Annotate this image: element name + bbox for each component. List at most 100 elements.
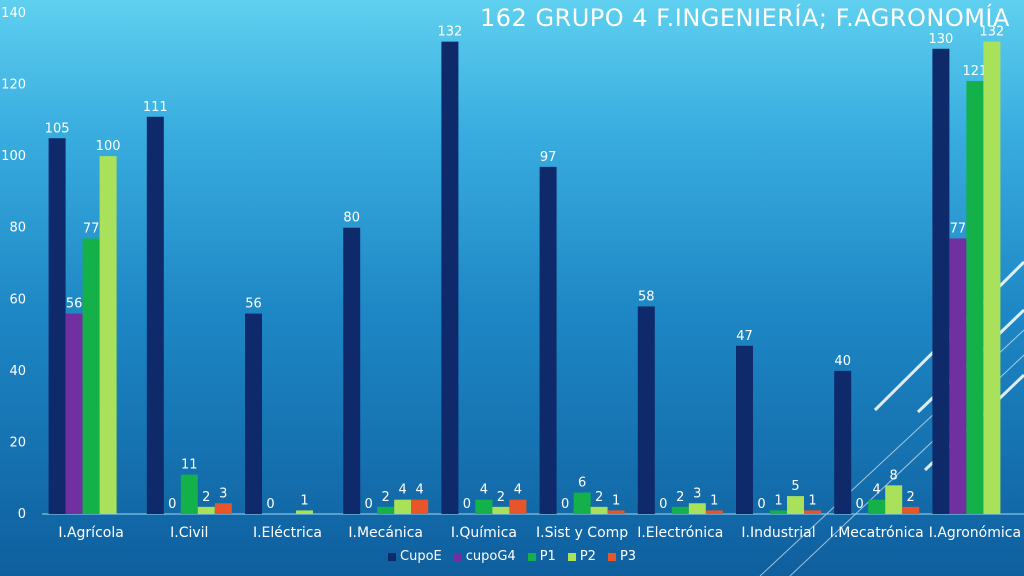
- bar-p3: [902, 506, 920, 514]
- data-label: 1: [774, 493, 782, 508]
- data-label: 4: [873, 483, 881, 498]
- data-label: 8: [890, 468, 898, 483]
- bar-p2: [983, 41, 1001, 514]
- bar-cupoe: [245, 313, 262, 514]
- x-tick-label: I.Agrícola: [58, 525, 123, 541]
- bar-p3: [214, 503, 232, 514]
- data-label: 4: [514, 483, 522, 498]
- legend-item: cupoG4: [453, 549, 516, 564]
- data-label: 47: [736, 329, 753, 344]
- data-label: 0: [365, 497, 373, 512]
- y-tick-label: 60: [9, 292, 26, 307]
- bar-p2: [394, 499, 412, 514]
- bar-p2: [99, 156, 117, 514]
- bar-p1: [966, 80, 984, 514]
- bar-p2: [787, 496, 804, 514]
- legend-item: P3: [607, 549, 637, 564]
- bar-p1: [770, 510, 787, 514]
- data-label: 130: [928, 32, 953, 47]
- bar-cupoe: [637, 306, 655, 514]
- bar-cupoe: [736, 345, 753, 514]
- bar-p1: [180, 474, 198, 514]
- data-label: 1: [808, 493, 816, 508]
- bar-p1: [82, 238, 100, 514]
- data-label: 6: [578, 476, 586, 491]
- legend-label: P3: [619, 549, 637, 564]
- data-label: 80: [343, 211, 360, 226]
- x-tick-label: I.Eléctrica: [253, 525, 322, 541]
- bar-p2: [688, 503, 706, 514]
- bar-cupoe: [932, 48, 950, 515]
- x-tick-label: I.Mecatrónica: [830, 525, 924, 541]
- bar-p3: [607, 510, 625, 514]
- bar-cupoe: [146, 116, 164, 515]
- bar-p3: [804, 510, 821, 514]
- legend-swatch: [607, 552, 616, 561]
- bar-p1: [475, 499, 493, 514]
- legend-swatch: [388, 552, 396, 561]
- data-label: 0: [168, 497, 176, 512]
- legend-swatch: [567, 552, 576, 561]
- data-label: 111: [143, 100, 168, 115]
- x-tick-label: I.Mecánica: [348, 525, 423, 541]
- bar-p2: [590, 506, 608, 514]
- data-label: 100: [96, 139, 121, 154]
- data-label: 97: [540, 150, 557, 165]
- bar-cupog4: [949, 238, 967, 514]
- legend-item: CupoE: [388, 549, 442, 564]
- y-tick-label: 0: [18, 507, 26, 522]
- data-label: 1: [710, 493, 718, 508]
- data-label: 3: [219, 486, 227, 501]
- bar-p1: [868, 499, 886, 514]
- data-label: 5: [791, 479, 799, 494]
- data-label: 11: [181, 458, 198, 473]
- bar-p2: [885, 485, 903, 514]
- data-label: 1: [612, 493, 620, 508]
- data-label: 132: [979, 25, 1004, 40]
- data-label: 77: [83, 221, 100, 236]
- y-tick-label: 100: [1, 149, 26, 164]
- y-tick-label: 80: [9, 221, 26, 236]
- data-label: 2: [382, 490, 390, 505]
- data-label: 56: [245, 297, 262, 312]
- y-tick-label: 120: [1, 78, 26, 93]
- bar-p1: [671, 506, 689, 514]
- legend-label: CupoE: [400, 549, 442, 564]
- data-label: 3: [693, 486, 701, 501]
- data-label: 4: [480, 483, 488, 498]
- bar-cupoe: [834, 370, 852, 514]
- bar-p1: [573, 492, 591, 514]
- x-tick-label: I.Agronómica: [929, 525, 1021, 541]
- data-label: 58: [638, 289, 655, 304]
- data-label: 40: [834, 354, 851, 369]
- x-tick-label: I.Civil: [170, 525, 208, 541]
- y-tick-label: 40: [9, 364, 26, 379]
- y-tick-label: 20: [9, 435, 26, 450]
- data-label: 132: [437, 25, 462, 40]
- bar-p2: [492, 506, 510, 514]
- data-label: 0: [266, 497, 274, 512]
- data-label: 0: [856, 497, 864, 512]
- x-tick-label: I.Industrial: [741, 525, 815, 541]
- data-label: 105: [45, 121, 70, 136]
- data-label: 1: [300, 493, 308, 508]
- bar-p1: [377, 506, 395, 514]
- chart-title: 162 GRUPO 4 F.INGENIERÍA; F.AGRONOMÍA: [480, 4, 1010, 32]
- data-label: 77: [950, 221, 967, 236]
- legend-swatch: [527, 552, 536, 561]
- x-tick-label: I.Química: [451, 525, 517, 541]
- bar-p2: [197, 506, 215, 514]
- bar-p3: [509, 499, 527, 514]
- legend-label: P1: [539, 549, 556, 564]
- x-tick-label: I.Sist y Comp: [536, 525, 628, 541]
- bar-cupoe: [441, 41, 459, 514]
- data-label: 0: [561, 497, 569, 512]
- data-label: 2: [907, 490, 915, 505]
- legend-label: cupoG4: [465, 549, 516, 564]
- data-label: 0: [463, 497, 471, 512]
- bar-cupoe: [48, 138, 66, 514]
- data-label: 2: [676, 490, 684, 505]
- bar-p2: [296, 510, 313, 514]
